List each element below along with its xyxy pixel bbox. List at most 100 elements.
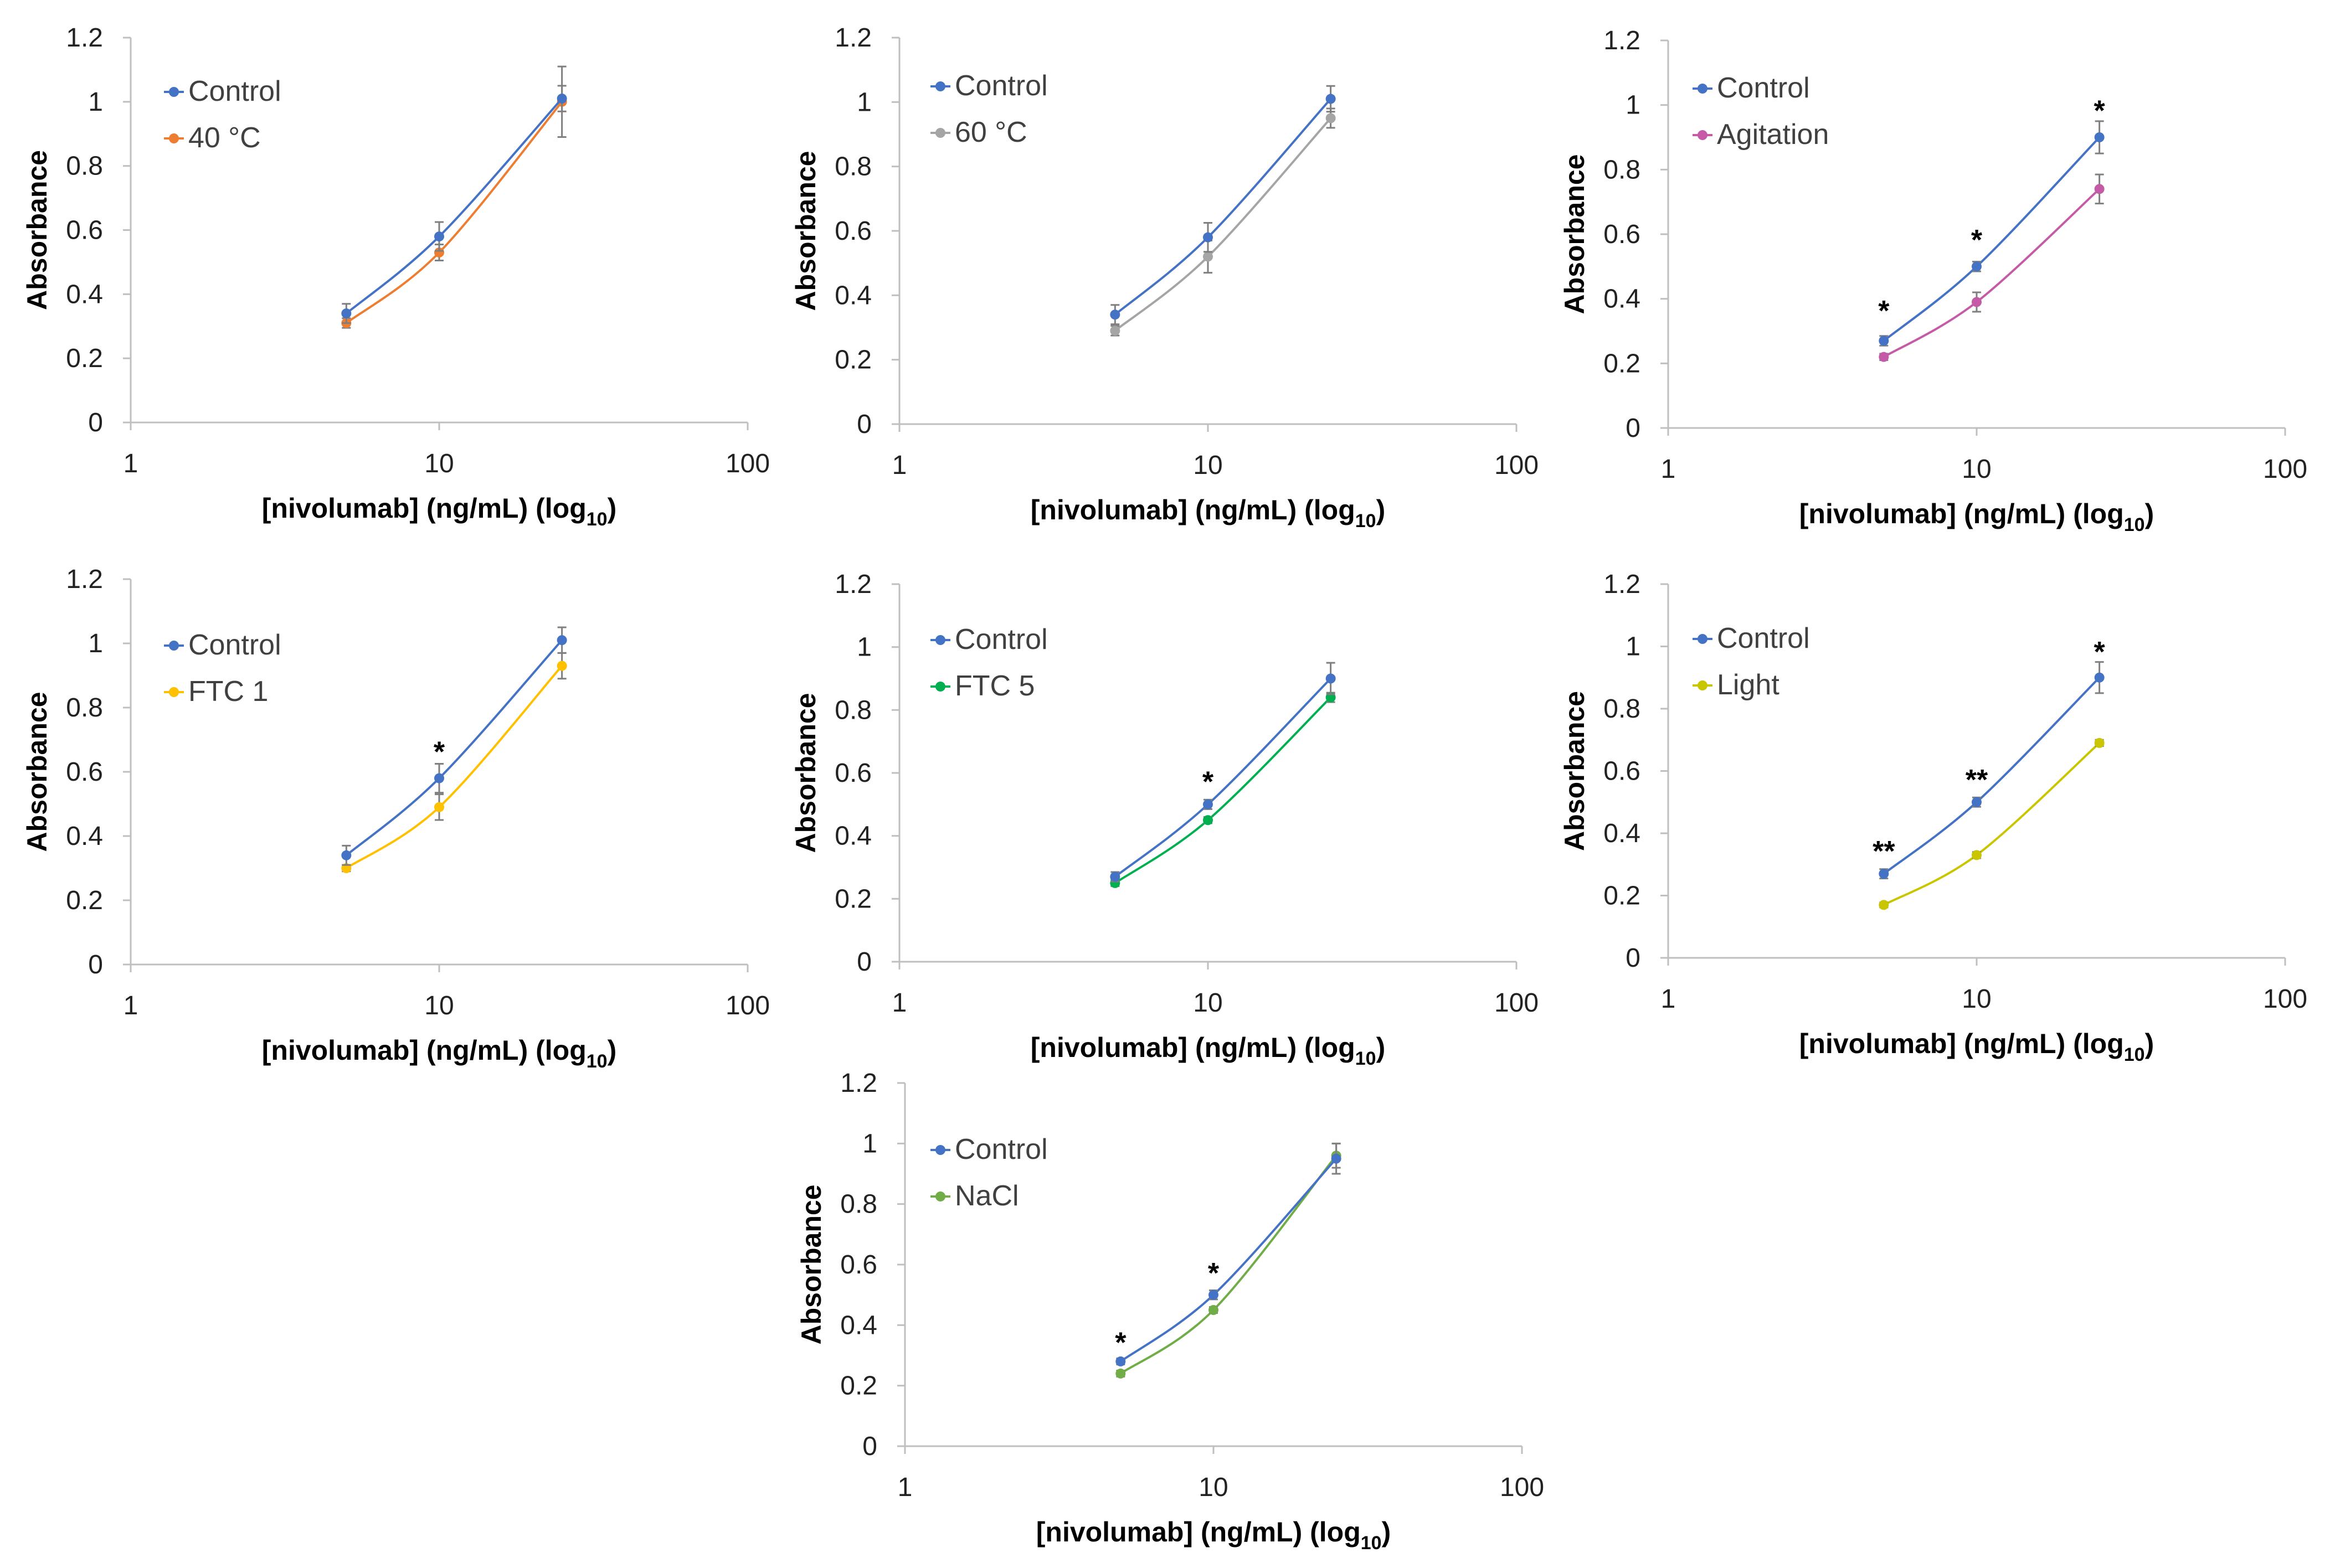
chart-panel-5: 0 0.2 0.4 0.6 0.8 1 1.2 1 10 100 Absorbance [nivolu… — [790, 570, 1539, 1069]
x-tick-label: 1 — [124, 449, 138, 478]
y-tick-label: 0.8 — [840, 1190, 877, 1219]
y-tick-label: 0.6 — [840, 1250, 877, 1280]
x-tick-label: 10 — [424, 991, 454, 1020]
y-tick-label: 0.4 — [835, 822, 872, 851]
legend-label: Control — [188, 75, 281, 107]
y-tick-label: 1.2 — [1603, 570, 1640, 599]
series-line — [1883, 742, 2100, 906]
series-line — [1883, 136, 2101, 342]
series-line — [346, 97, 563, 314]
data-point — [1972, 261, 1982, 272]
y-tick-label: 0 — [857, 947, 872, 977]
series-control — [341, 626, 567, 866]
y-tick-label: 0.8 — [1603, 155, 1640, 184]
y-axis-title: Absorbance — [1559, 154, 1590, 314]
significance-marker: * — [1208, 1257, 1220, 1290]
x-tick-label: 1 — [1661, 455, 1676, 484]
x-tick-label: 100 — [726, 449, 770, 478]
legend-swatch-marker — [935, 128, 945, 138]
y-tick-label: 0.8 — [66, 693, 103, 723]
y-tick-label: 0.2 — [1603, 881, 1640, 911]
y-tick-label: 1 — [1626, 632, 1640, 662]
y-tick-label: 0.4 — [835, 281, 872, 310]
series-line — [1114, 98, 1332, 316]
series-control — [1110, 662, 1336, 883]
legend: Control Light — [1693, 622, 1810, 701]
legend: Control FTC 5 — [930, 623, 1048, 702]
chart-panel-4: 0 0.2 0.4 0.6 0.8 1 1.2 1 10 100 Absorbance [nivolu… — [22, 565, 770, 1072]
data-point — [1879, 869, 1889, 879]
x-tick-label: 1 — [1661, 984, 1676, 1014]
data-point — [2094, 672, 2105, 683]
legend-label: Control — [188, 629, 281, 661]
significance-marker: * — [434, 736, 445, 768]
legend-swatch-marker — [935, 635, 945, 645]
data-point — [434, 773, 444, 783]
legend-swatch-marker — [169, 687, 179, 697]
y-axis-title: Absorbance — [796, 1185, 827, 1345]
y-axis-title: Absorbance — [22, 692, 53, 852]
x-tick-label: 1 — [124, 991, 138, 1020]
data-point — [1203, 815, 1213, 826]
legend-label: Control — [1717, 622, 1810, 654]
x-tick-label: 100 — [1494, 451, 1539, 480]
significance-marker: * — [1878, 295, 1890, 327]
legend: Control 60 °C — [930, 70, 1048, 148]
significance-marker: * — [1202, 766, 1214, 798]
y-tick-label: 0.2 — [840, 1371, 877, 1401]
y-tick-label: 0.8 — [835, 152, 872, 182]
series-control — [1115, 1142, 1341, 1366]
chart-panel-6: 0 0.2 0.4 0.6 0.8 1 1.2 1 10 100 Absorbance [nivolu… — [1559, 570, 2307, 1065]
x-tick-label: 10 — [1962, 455, 1991, 484]
y-tick-label: 0 — [862, 1432, 877, 1461]
y-tick-label: 0.6 — [1603, 220, 1640, 249]
y-tick-label: 0.8 — [835, 695, 872, 725]
x-tick-label: 1 — [892, 988, 907, 1018]
x-axis-title: [nivolumab] (ng/mL) (log10) — [1031, 1032, 1386, 1069]
y-axis-title: Absorbance — [22, 150, 53, 310]
series-control — [1110, 85, 1336, 326]
series-line — [346, 101, 563, 324]
series-line — [1883, 188, 2101, 358]
series-control — [1879, 661, 2105, 880]
y-tick-label: 1.2 — [1603, 26, 1640, 55]
series-line — [1120, 1158, 1338, 1363]
chart-panel-1: 0 0.2 0.4 0.6 0.8 1 1.2 1 10 100 Absorbance [nivolu… — [22, 23, 770, 530]
legend-swatch-marker — [1698, 84, 1707, 94]
y-tick-label: 1.2 — [835, 570, 872, 599]
y-tick-label: 0.6 — [1603, 757, 1640, 786]
x-tick-label: 10 — [1193, 451, 1222, 480]
x-axis-title: [nivolumab] (ng/mL) (log10) — [1799, 1028, 2154, 1065]
data-point — [434, 802, 444, 812]
chart-panel-7: 0 0.2 0.4 0.6 0.8 1 1.2 1 10 100 Absorbance [nivolu… — [796, 1069, 1544, 1554]
chart-panel-3: 0 0.2 0.4 0.6 0.8 1 1.2 1 10 100 Absorbance [nivolu… — [1559, 26, 2307, 535]
x-tick-label: 1 — [892, 451, 907, 480]
x-tick-label: 100 — [2263, 984, 2307, 1014]
y-tick-label: 1.2 — [66, 565, 103, 594]
data-point — [1972, 297, 1982, 307]
data-point — [557, 661, 567, 671]
data-point — [1325, 94, 1336, 104]
x-axis-title: [nivolumab] (ng/mL) (log10) — [1799, 498, 2154, 535]
legend-swatch-marker — [1698, 680, 1707, 690]
significance-marker: ** — [1966, 764, 1988, 796]
legend: Control 40 °C — [164, 75, 281, 154]
y-tick-label: 0.6 — [835, 216, 872, 246]
significance-marker: * — [1971, 224, 1983, 256]
legend-swatch-marker — [169, 133, 179, 143]
y-tick-label: 0 — [857, 410, 872, 439]
significance-marker: * — [2094, 636, 2106, 668]
y-tick-label: 1 — [1626, 91, 1640, 120]
data-point — [557, 94, 567, 104]
x-tick-label: 100 — [2263, 455, 2307, 484]
legend-swatch-marker — [1698, 130, 1707, 140]
series-agitation — [1879, 173, 2105, 362]
data-point — [434, 231, 444, 242]
x-tick-label: 1 — [898, 1473, 913, 1502]
y-tick-label: 0.6 — [835, 759, 872, 788]
y-tick-label: 1 — [88, 629, 103, 658]
chart-panel-2: 0 0.2 0.4 0.6 0.8 1 1.2 1 10 100 Absorbance [nivolu… — [790, 23, 1539, 532]
legend-swatch-marker — [935, 81, 945, 91]
y-tick-label: 0.4 — [1603, 819, 1640, 848]
